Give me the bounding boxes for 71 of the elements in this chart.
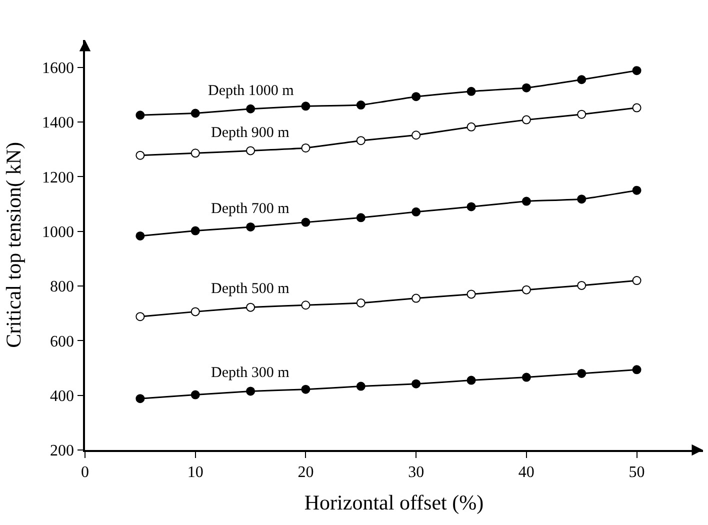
y-axis-title: Critical top tension( kN)	[2, 142, 26, 348]
point	[356, 136, 366, 146]
point	[632, 276, 642, 286]
series-label: Depth 500 m	[211, 281, 290, 297]
point	[246, 386, 256, 396]
point	[466, 122, 476, 132]
point	[577, 368, 586, 378]
point	[632, 66, 642, 76]
point	[466, 376, 476, 385]
point	[136, 110, 145, 120]
series-label: Depth 1000 m	[208, 83, 294, 99]
y-tick-label: 1200	[42, 169, 74, 186]
point	[301, 218, 310, 227]
point	[522, 372, 531, 382]
point	[136, 231, 145, 240]
x-tick-label: 30	[408, 464, 424, 481]
point	[246, 146, 256, 156]
y-tick-label: 400	[50, 388, 74, 405]
series-label: Depth 700 m	[211, 201, 290, 217]
series-label: Depth 900 m	[211, 125, 290, 141]
point	[190, 226, 200, 236]
point	[522, 285, 531, 294]
point	[136, 312, 145, 322]
point	[190, 390, 200, 400]
point	[632, 365, 642, 374]
point	[301, 102, 310, 111]
y-tick-label: 600	[50, 333, 74, 350]
y-tick-label: 1600	[42, 60, 74, 77]
point	[466, 202, 476, 212]
point	[190, 307, 200, 316]
point	[136, 394, 145, 404]
x-tick-label: 50	[628, 464, 645, 481]
point	[301, 300, 310, 310]
point	[412, 130, 421, 140]
point	[577, 280, 586, 290]
point	[246, 302, 256, 312]
x-axis-title: Horizontal offset (%)	[304, 490, 484, 515]
x-tick-label: 20	[298, 464, 314, 481]
x-tick-label: 10	[187, 464, 204, 481]
y-tick-label: 1000	[42, 224, 74, 241]
point	[577, 110, 586, 119]
point	[466, 290, 476, 299]
point	[356, 213, 366, 222]
y-tick-label: 800	[50, 278, 74, 296]
point	[136, 150, 145, 160]
y-tick-label: 200	[50, 442, 74, 460]
point	[577, 194, 586, 204]
point	[301, 143, 310, 152]
point	[190, 108, 200, 118]
point	[466, 86, 476, 96]
point	[577, 75, 586, 84]
point	[412, 379, 421, 388]
point	[522, 196, 531, 206]
point	[301, 384, 310, 394]
point	[356, 100, 366, 110]
point	[246, 222, 256, 232]
point	[632, 186, 642, 195]
x-tick-label: 40	[518, 464, 534, 481]
point	[412, 294, 421, 303]
point	[246, 104, 256, 114]
point	[412, 207, 421, 216]
x-tick-label: 0	[81, 464, 89, 481]
point	[356, 382, 366, 391]
point	[356, 298, 366, 308]
point	[522, 83, 531, 92]
point	[522, 115, 531, 124]
point	[190, 148, 200, 158]
point	[632, 103, 642, 112]
y-tick-label: 1400	[42, 114, 74, 132]
series-label: Depth 300 m	[211, 365, 290, 381]
point	[412, 92, 421, 102]
